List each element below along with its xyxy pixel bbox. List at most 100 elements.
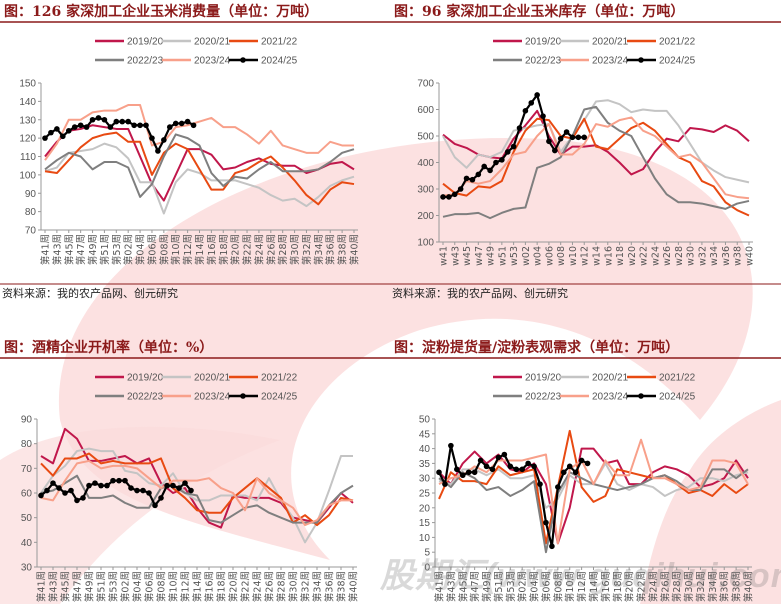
series-2022-23: [438, 468, 749, 554]
series-2024-25: [440, 92, 588, 200]
y-tick-label: 25: [419, 489, 431, 500]
x-tick-label: w47: [474, 246, 485, 266]
legend-label: 2019/20: [127, 37, 164, 48]
x-tick-label: 第06周: [144, 571, 156, 602]
series-2020-21: [442, 99, 750, 184]
data-point: [122, 477, 128, 484]
x-tick-label: 第36周: [324, 571, 336, 602]
data-point: [459, 472, 466, 479]
legend-label: 2020/21: [194, 37, 231, 48]
data-point: [166, 124, 173, 130]
x-tick-label: 第06周: [540, 571, 552, 602]
data-point: [513, 466, 520, 473]
legend-label: 2020/21: [194, 373, 231, 384]
x-tick-label: w38: [733, 246, 744, 266]
data-point: [95, 115, 102, 121]
legend-item-2020-21: 2020/21: [560, 373, 629, 384]
x-tick-label: 第45周: [63, 234, 75, 265]
data-point: [60, 133, 66, 140]
x-tick-label: 第49周: [481, 571, 493, 602]
series-2023-24: [44, 104, 354, 161]
x-tick-label: 第02周: [120, 571, 132, 602]
data-point: [149, 135, 155, 141]
x-tick-label: 第20周: [624, 571, 636, 602]
x-tick-label: 第10周: [170, 234, 182, 265]
x-tick-label: 第51周: [96, 571, 108, 602]
series-2024-25: [436, 442, 591, 550]
data-point: [499, 157, 505, 163]
x-tick-label: 第14周: [588, 571, 600, 602]
data-point: [107, 124, 114, 130]
x-tick-label: 第26周: [659, 571, 671, 602]
x-tick-label: 第41周: [434, 571, 446, 602]
x-tick-label: 第08周: [552, 571, 564, 602]
x-tick-label: 第18周: [612, 571, 624, 602]
series-2024-25: [38, 477, 194, 509]
y-tick-label: 400: [417, 158, 434, 169]
series-line: [442, 117, 750, 217]
legend-item-2020-21: 2020/21: [162, 37, 231, 48]
data-point: [442, 481, 448, 487]
series-2022-23: [40, 474, 354, 524]
legend-label: 2022/23: [525, 56, 562, 67]
series-2023-24: [40, 459, 353, 527]
series-line: [44, 133, 355, 198]
data-point: [525, 460, 531, 467]
data-point: [516, 125, 523, 131]
data-point: [440, 194, 446, 200]
series-2019-20: [438, 447, 749, 545]
x-tick-label: 第47周: [75, 234, 87, 265]
data-point: [501, 451, 508, 458]
data-point: [83, 124, 90, 130]
data-point: [487, 167, 493, 174]
y-tick-label: 90: [21, 415, 33, 426]
x-tick-label: 第30周: [683, 571, 695, 602]
data-point: [65, 127, 72, 134]
data-point: [140, 487, 146, 494]
data-point: [519, 466, 525, 473]
x-tick-label: 第53周: [111, 234, 123, 265]
y-tick-label: 90: [25, 189, 37, 200]
x-tick-label: w53: [509, 246, 520, 266]
data-point: [56, 485, 62, 491]
data-point: [62, 490, 68, 496]
x-tick-label: 第06周: [146, 234, 158, 265]
x-tick-label: 第51周: [493, 571, 505, 602]
x-tick-label: w12: [580, 246, 591, 266]
data-point: [469, 176, 476, 183]
y-tick-label: 20: [419, 503, 431, 514]
legend-label: 2024/25: [659, 56, 696, 67]
series-2020-21: [44, 142, 355, 215]
series-line: [438, 468, 749, 554]
source-note: 资料来源：我的农产品网、创元研究: [2, 286, 178, 300]
y-tick-label: 70: [21, 464, 33, 475]
x-tick-label: w10: [568, 246, 579, 266]
legend-label: 2020/21: [592, 373, 629, 384]
data-point: [71, 124, 78, 130]
legend-marker: [240, 57, 246, 63]
x-tick-label: 第47周: [469, 571, 481, 602]
watermark-text: 股期汇(www.guqihui.com): [380, 557, 781, 595]
data-point: [86, 482, 92, 489]
data-point: [507, 463, 514, 470]
chart-title: 图：126 家深加工企业玉米消费量（单位：万吨）: [4, 3, 318, 20]
data-point: [534, 92, 540, 98]
legend-item-2024-25: 2024/25: [229, 392, 298, 403]
data-point: [540, 113, 546, 119]
series-2019-20: [40, 427, 354, 529]
x-tick-label: 第36周: [325, 234, 337, 265]
data-point: [575, 134, 582, 141]
x-tick-label: w28: [674, 246, 685, 266]
data-point: [38, 492, 44, 499]
data-point: [504, 149, 511, 155]
y-tick-label: 45: [419, 429, 431, 440]
data-point: [125, 118, 131, 125]
data-point: [54, 126, 60, 132]
legend-label: 2024/25: [261, 56, 298, 67]
x-tick-label: 第24周: [253, 234, 265, 265]
x-tick-label: 第43周: [48, 571, 60, 602]
y-tick-label: 30: [21, 563, 33, 574]
corn-inventory-chart: 图：96 家深加工企业玉米库存（单位：万吨） 资料来源：我的农产品网、创元研究 20…: [390, 0, 781, 300]
data-point: [489, 466, 496, 473]
data-point: [471, 469, 478, 476]
